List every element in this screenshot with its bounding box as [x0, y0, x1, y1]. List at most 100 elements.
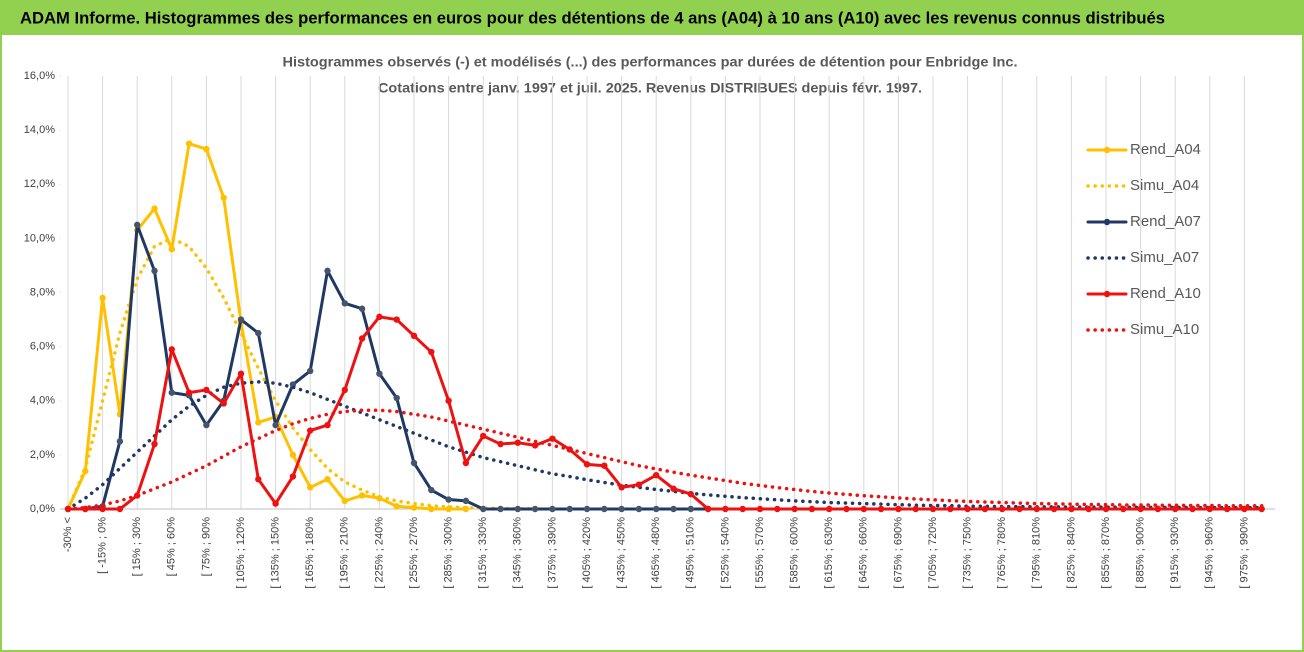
data-point [549, 435, 556, 442]
data-point [220, 400, 227, 407]
data-point [168, 246, 175, 253]
data-point [1189, 505, 1196, 513]
x-tick-label: [ 285% ; 300% [443, 517, 455, 589]
data-point [358, 335, 366, 342]
data-point [445, 397, 452, 404]
x-tick-label: [ 795% ; 810% [1031, 517, 1043, 589]
y-tick-label: 8,0% [30, 286, 55, 298]
chart-title: Histogrammes observés (-) et modélisés (… [283, 54, 1018, 70]
data-point [358, 305, 366, 312]
data-point [1120, 505, 1127, 513]
y-tick-label: 4,0% [30, 395, 55, 407]
data-point [964, 505, 971, 513]
data-point [428, 505, 435, 513]
x-tick-label: [ 645% ; 660% [858, 517, 870, 589]
data-point [687, 490, 694, 498]
data-point [255, 419, 262, 426]
data-point [1085, 505, 1092, 513]
data-point [99, 505, 106, 513]
legend-label: Rend_A07 [1130, 213, 1201, 230]
data-point [947, 505, 954, 513]
data-point [722, 505, 729, 513]
data-point [618, 505, 625, 513]
data-point [1223, 505, 1231, 513]
data-point [341, 386, 348, 394]
y-tick-label: 0,0% [30, 503, 55, 515]
x-tick-label: [ 165% ; 180% [304, 517, 316, 589]
data-point [134, 221, 141, 229]
data-point [272, 500, 279, 507]
data-point [670, 485, 677, 492]
data-point [895, 505, 902, 513]
series-line [66, 380, 1264, 511]
legend-marker [1103, 218, 1111, 226]
x-tick-label: [ 705% ; 720% [927, 517, 939, 589]
x-tick-label: [ 15% ; 30% [131, 517, 143, 577]
x-tick-label: [ 945% ; 960% [1204, 517, 1216, 589]
data-point [168, 389, 175, 396]
data-point [653, 471, 660, 479]
data-point [445, 496, 452, 503]
data-point [1102, 505, 1110, 513]
data-point [1050, 505, 1058, 513]
data-point [99, 294, 106, 302]
data-point [289, 473, 297, 480]
data-point [549, 505, 556, 513]
x-tick-label: [ 525% ; 540% [719, 517, 731, 589]
data-point [237, 316, 245, 323]
x-tick-label: [ 615% ; 630% [823, 517, 835, 589]
data-point [1258, 505, 1265, 513]
data-point [1172, 505, 1179, 513]
x-tick-label: [ 45% ; 60% [166, 517, 178, 577]
data-point [704, 505, 712, 513]
x-tick-label: [ 135% ; 150% [270, 517, 282, 589]
data-point [687, 505, 694, 513]
x-tick-label: [ -15% ; 0% [97, 517, 109, 574]
data-point [116, 438, 124, 445]
data-point [410, 459, 418, 467]
data-point [307, 427, 314, 434]
data-point [912, 505, 919, 513]
data-point [462, 459, 470, 467]
x-tick-label: [ 915% ; 930% [1169, 517, 1181, 589]
data-point [756, 505, 764, 513]
legend-marker [1103, 146, 1111, 154]
series-line [66, 315, 1264, 511]
data-point [826, 505, 833, 513]
data-point [151, 205, 158, 212]
data-point [307, 484, 314, 491]
data-point [151, 440, 158, 448]
data-point [653, 505, 660, 513]
data-point [255, 476, 262, 483]
data-point [203, 421, 210, 429]
x-tick-label: [ 675% ; 690% [892, 517, 904, 589]
data-point [635, 481, 643, 488]
x-tick-label: [ 405% ; 420% [581, 517, 593, 589]
data-point [376, 313, 383, 321]
data-point [531, 505, 539, 513]
legend-marker [1103, 290, 1111, 298]
y-tick-label: 16,0% [24, 70, 55, 82]
y-tick-label: 6,0% [30, 341, 55, 353]
y-tick-label: 14,0% [24, 124, 55, 136]
data-point [514, 505, 521, 513]
data-point [255, 329, 262, 337]
x-tick-label: [ 825% ; 840% [1065, 517, 1077, 589]
data-point [203, 145, 210, 153]
data-point [739, 505, 746, 513]
x-tick-label: [ 765% ; 780% [996, 517, 1008, 589]
series-line [66, 408, 1264, 511]
data-point [480, 432, 487, 440]
chart-subtitle: Cotations entre janv. 1997 et juil. 2025… [378, 80, 922, 96]
data-point [185, 389, 193, 396]
x-tick-label: [ 555% ; 570% [754, 517, 766, 589]
data-point [480, 505, 487, 513]
data-point [462, 497, 470, 505]
data-point [497, 505, 504, 513]
data-point [981, 505, 989, 513]
legend-label: Rend_A10 [1130, 285, 1201, 302]
data-point [376, 370, 383, 377]
x-tick-label: [ 495% ; 510% [685, 517, 697, 589]
